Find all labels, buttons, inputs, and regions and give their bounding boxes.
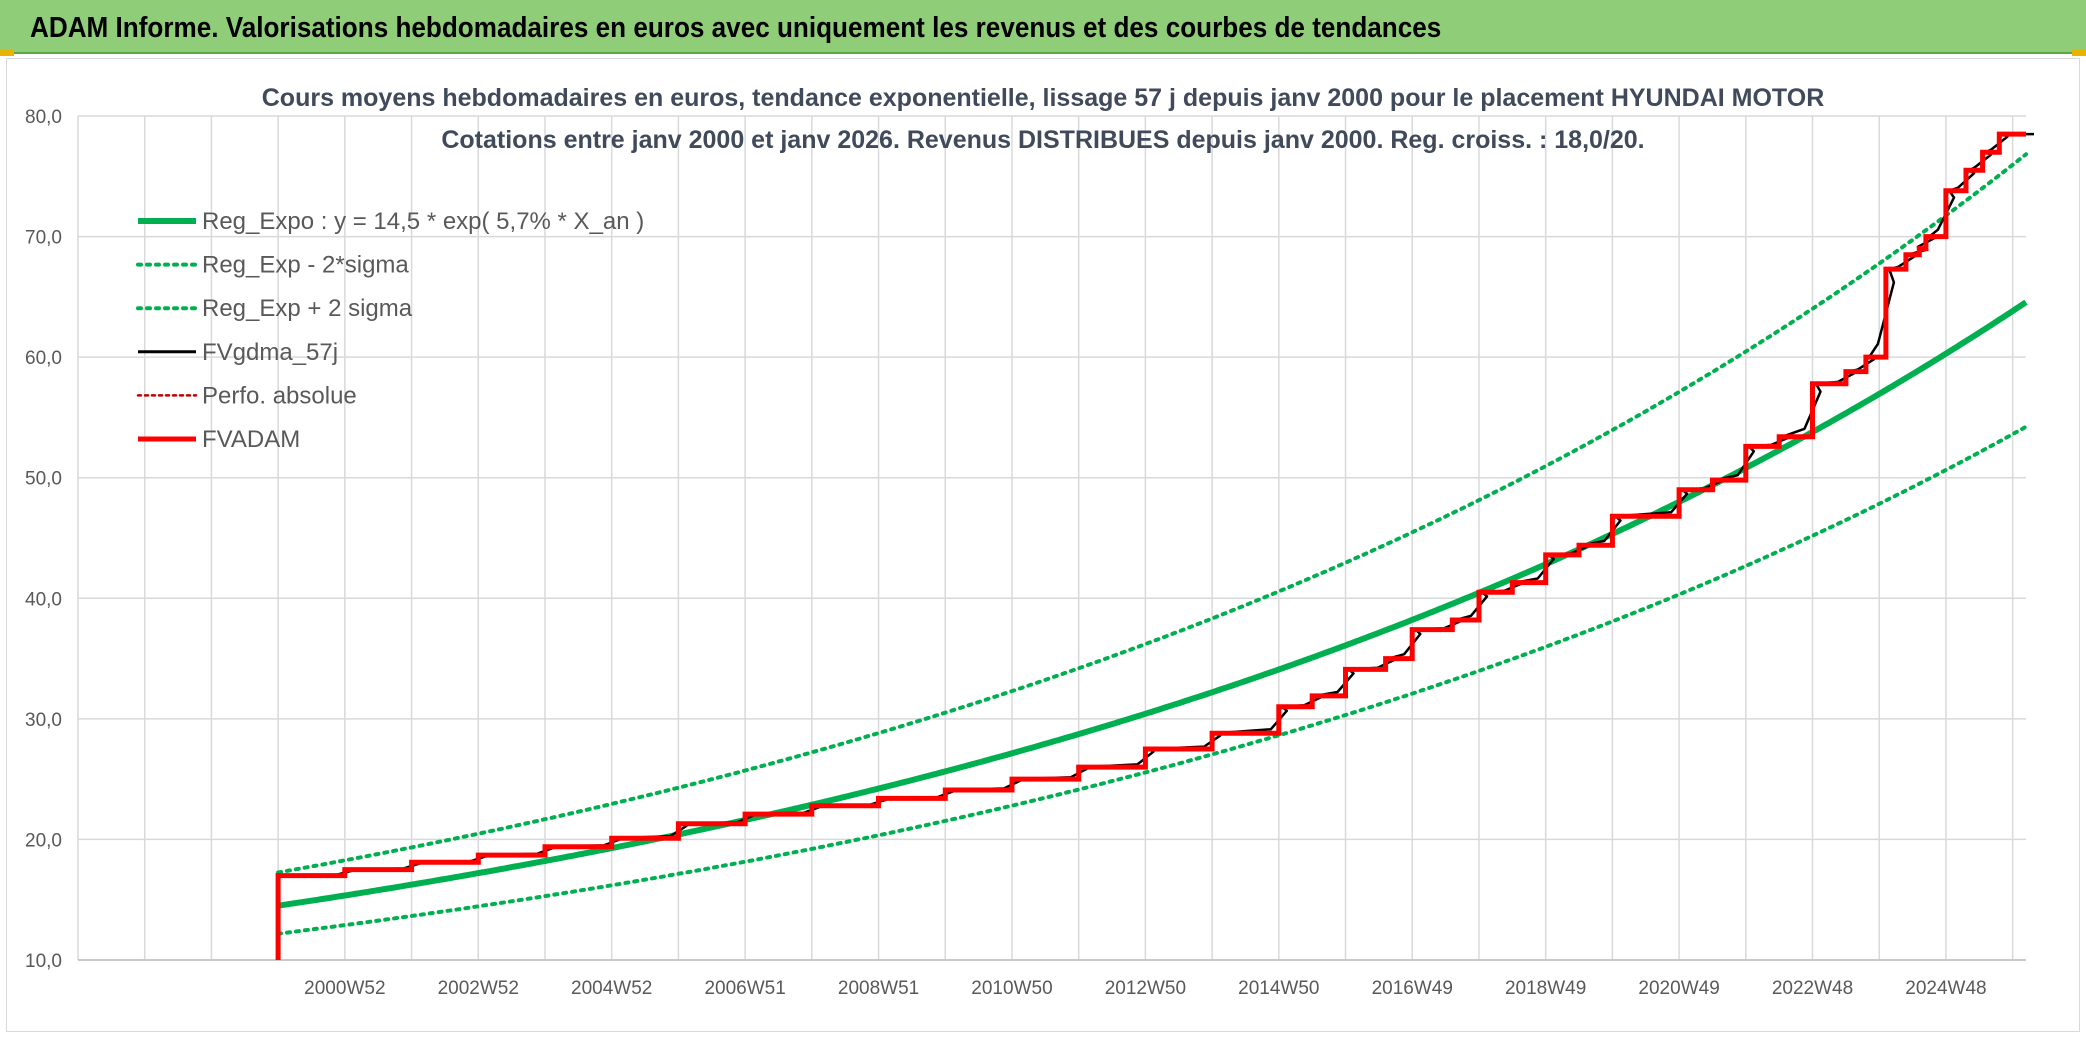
legend-label-reg_expo: Reg_Expo : y = 14,5 * exp( 5,7% * X_an ) <box>202 208 644 235</box>
corner-marker-left <box>0 50 14 56</box>
legend-label-reg_plus: Reg_Exp + 2 sigma <box>202 295 413 322</box>
x-tick-label: 2002W52 <box>438 978 519 999</box>
legend-label-fvadam: FVADAM <box>202 426 300 453</box>
y-tick-label: 40,0 <box>25 589 62 610</box>
chart-title-line2: Cotations entre janv 2000 et janv 2026. … <box>441 126 1645 154</box>
x-tick-label: 2010W50 <box>971 978 1052 999</box>
y-tick-label: 70,0 <box>25 228 62 249</box>
x-tick-label: 2014W50 <box>1238 978 1319 999</box>
series-reg-expo <box>277 299 2028 909</box>
x-tick-label: 2020W49 <box>1638 978 1719 999</box>
corner-marker-right <box>2072 50 2086 56</box>
y-tick-label: 20,0 <box>25 830 62 851</box>
series-reg-exp-plus-2-sigma <box>276 152 2028 875</box>
x-tick-label: 2012W50 <box>1105 978 1186 999</box>
legend-label-perfo: Perfo. absolue <box>202 382 357 409</box>
header-band <box>0 0 2086 54</box>
x-tick-label: 2024W48 <box>1905 978 1986 999</box>
x-tick-label: 2008W51 <box>838 978 919 999</box>
y-tick-label: 30,0 <box>25 710 62 731</box>
y-tick-label: 50,0 <box>25 469 62 490</box>
report-title: ADAM Informe. Valorisations hebdomadaire… <box>30 12 1442 44</box>
x-tick-label: 2022W48 <box>1772 978 1853 999</box>
y-tick-label: 60,0 <box>25 348 62 369</box>
x-tick-label: 2000W52 <box>304 978 385 999</box>
x-tick-label: 2016W49 <box>1372 978 1453 999</box>
legend-label-fvgdma: FVgdma_57j <box>202 339 338 366</box>
x-tick-label: 2006W51 <box>704 978 785 999</box>
series-reg-exp-minus-2-sigma <box>276 424 2028 936</box>
x-tick-label: 2018W49 <box>1505 978 1586 999</box>
y-tick-label: 80,0 <box>25 107 62 128</box>
chart-title-line1: Cours moyens hebdomadaires en euros, ten… <box>261 84 1825 112</box>
series-fvadam <box>275 131 2026 960</box>
y-tick-label: 10,0 <box>25 951 62 972</box>
x-tick-label: 2004W52 <box>571 978 652 999</box>
legend-label-reg_minus: Reg_Exp - 2*sigma <box>202 252 409 279</box>
